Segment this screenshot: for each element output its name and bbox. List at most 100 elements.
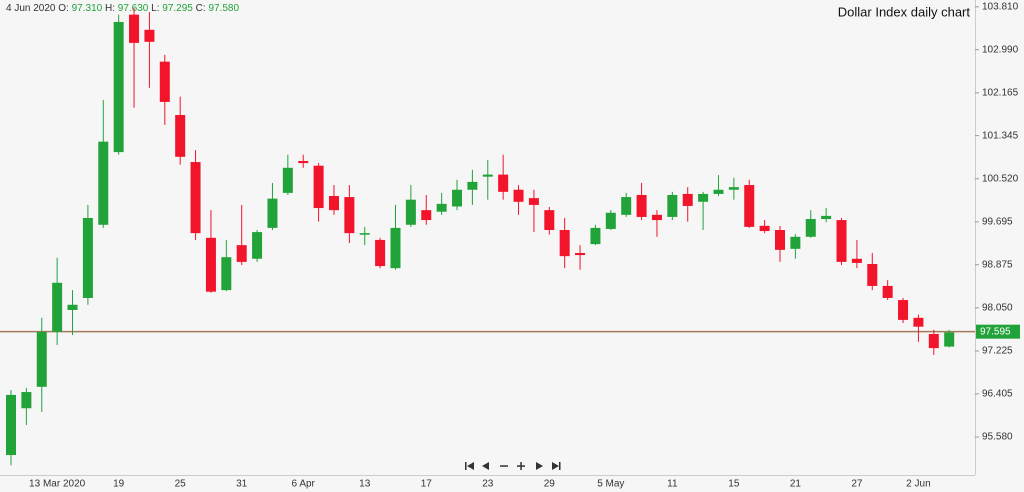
x-tick-label: 29 (544, 479, 556, 490)
legend-value: 97.295 (162, 3, 193, 14)
candle-body (605, 212, 616, 229)
x-tick-label: 31 (236, 479, 248, 490)
candle-body (390, 227, 401, 269)
candle-body (775, 230, 785, 250)
candle-body (851, 258, 862, 263)
nav-zoom-in[interactable] (517, 462, 525, 470)
candle-body (513, 189, 524, 202)
legend-key: L: (151, 3, 159, 14)
candle-body (6, 394, 16, 456)
x-tick-label: 19 (113, 479, 125, 490)
candle-body (713, 189, 724, 194)
x-tick-label: 13 Mar 2020 (29, 479, 86, 490)
x-tick-label: 23 (482, 479, 494, 490)
candle-body (928, 334, 939, 349)
legend-key: H: (105, 3, 115, 14)
candle-body (944, 332, 955, 347)
candle-body (436, 203, 447, 212)
candle-body (205, 237, 216, 292)
candle-body (452, 189, 463, 207)
candle-body (821, 215, 832, 220)
y-tick-label: 101.345 (982, 130, 1019, 141)
y-tick-label: 98.875 (982, 259, 1013, 270)
candle-body (328, 196, 339, 211)
candle-body (467, 181, 478, 190)
candle-body (528, 198, 539, 205)
x-tick-label: 25 (175, 479, 187, 490)
x-tick-label: 13 (359, 479, 371, 490)
legend-date: 4 Jun 2020 (6, 3, 56, 14)
ohlc-legend: 4 Jun 2020 O: 97.310 H: 97.630 L: 97.295… (6, 3, 239, 14)
y-tick-label: 97.225 (982, 346, 1013, 357)
candle-body (82, 217, 93, 298)
candle-body (221, 257, 232, 291)
nav-last[interactable] (552, 462, 561, 470)
candle-body (405, 199, 416, 225)
candle-body (344, 197, 355, 234)
chart-title: Dollar Index daily chart (838, 4, 971, 19)
candle-body (805, 219, 816, 237)
candle-body (636, 194, 647, 217)
y-tick-label: 98.050 (982, 303, 1013, 314)
candle-body (575, 253, 586, 256)
y-tick-label: 100.520 (982, 173, 1019, 184)
candle-body (651, 214, 662, 221)
x-tick-label: 5 May (597, 479, 624, 490)
y-tick-label: 95.580 (982, 432, 1013, 443)
candle-body (36, 331, 47, 387)
candle-body (790, 236, 801, 249)
navigation (465, 462, 561, 470)
candle-body (267, 198, 278, 228)
candle-body (52, 282, 63, 332)
candle-body (498, 174, 509, 192)
candle-body (744, 185, 755, 227)
candle-body (113, 21, 124, 153)
candle-body (759, 225, 770, 232)
legend-value: 97.580 (208, 3, 239, 14)
candle-body (421, 210, 432, 221)
candle-body (21, 392, 32, 409)
candle-body (698, 193, 709, 202)
legend-key: C: (196, 3, 206, 14)
x-tick-label: 21 (790, 479, 802, 490)
candle-body (252, 232, 263, 259)
x-tick-label: 17 (421, 479, 433, 490)
price-label-box (976, 324, 1020, 339)
candle-body (375, 239, 386, 267)
candle-body (236, 245, 247, 262)
candle-body (667, 194, 678, 217)
nav-prev[interactable] (482, 462, 489, 470)
legend-key: O: (58, 3, 69, 14)
x-tick-label: 27 (851, 479, 863, 490)
candle-body (898, 300, 909, 320)
candle-body (129, 14, 140, 43)
y-tick-label: 96.405 (982, 389, 1013, 400)
nav-next[interactable] (536, 462, 543, 470)
candle-body (559, 230, 570, 257)
x-tick-label: 6 Apr (292, 479, 316, 490)
price-label: 97.595 (980, 326, 1011, 337)
y-tick-label: 103.810 (982, 1, 1019, 12)
nav-first[interactable] (465, 462, 474, 470)
candle-body (544, 210, 555, 230)
candle-body (867, 263, 878, 286)
candle-body (621, 197, 632, 215)
candle-body (882, 285, 893, 298)
candle-body (282, 167, 293, 193)
y-tick-label: 102.165 (982, 87, 1019, 98)
candle-body (313, 165, 324, 209)
candle-body (98, 141, 109, 225)
x-tick-label: 11 (667, 479, 678, 490)
candle-body (482, 174, 493, 177)
candle-body (159, 61, 170, 102)
candle-body (175, 115, 186, 157)
legend-value: 97.310 (72, 3, 103, 14)
y-tick-label: 102.990 (982, 44, 1019, 55)
legend-value: 97.630 (118, 3, 149, 14)
candle-body (298, 161, 309, 164)
candle-body (913, 317, 924, 327)
candle-body (190, 162, 201, 234)
nav-zoom-out[interactable] (500, 465, 508, 467)
